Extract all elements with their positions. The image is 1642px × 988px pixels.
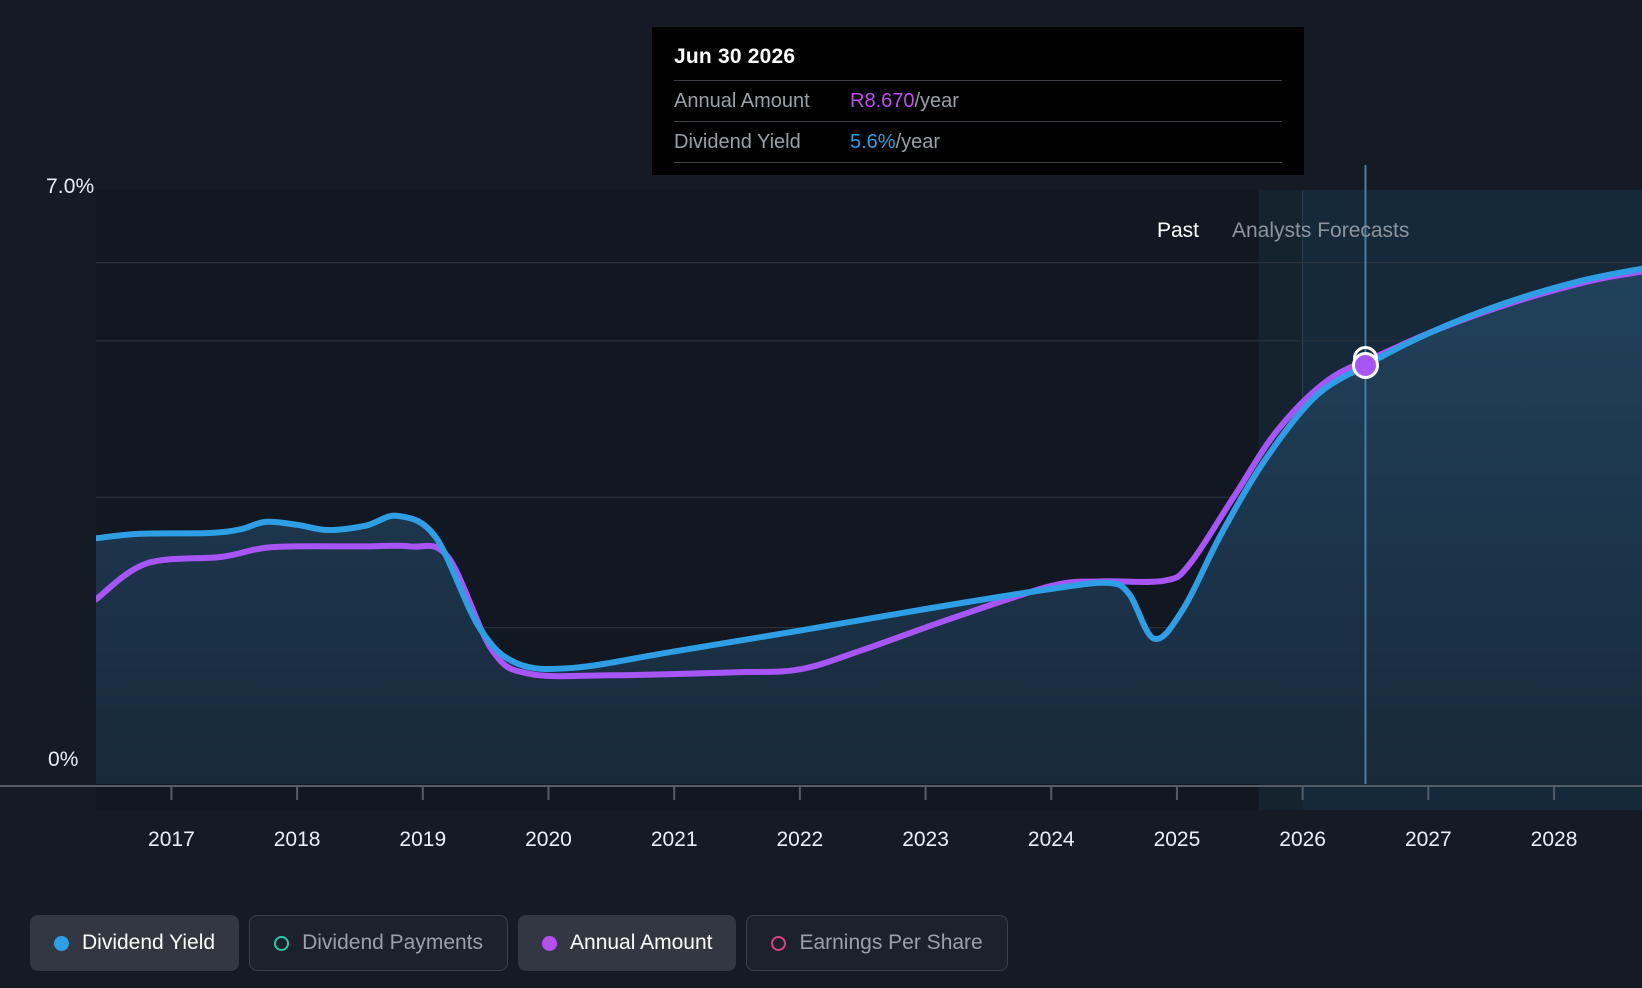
legend-dot-icon <box>542 935 558 951</box>
legend-item-label: Dividend Payments <box>302 931 484 954</box>
x-axis-label-2025: 2025 <box>1153 828 1201 851</box>
tooltip-row-value: 5.6%/year <box>850 131 941 153</box>
x-axis-label-2026: 2026 <box>1279 828 1326 851</box>
legend-item-label: Earnings Per Share <box>799 931 983 954</box>
analysts-forecasts-label: Analysts Forecasts <box>1232 219 1410 242</box>
marker-annual-amount <box>1351 351 1379 379</box>
tooltip-row-value: R8.670/year <box>850 90 959 112</box>
x-axis-label-2020: 2020 <box>525 828 572 851</box>
past-label: Past <box>1157 219 1200 242</box>
data-point-marker[interactable] <box>1351 345 1379 379</box>
legend-ring-icon <box>274 935 290 951</box>
tooltip-row: Annual Amount R8.670/year <box>674 81 1282 122</box>
tooltip-row-number: R8.670 <box>850 90 915 112</box>
tooltip-row-number: 5.6% <box>850 131 896 153</box>
x-axis-labels: 2017 2018 2019 2020 2021 2022 2023 2024 2025 2026… <box>0 828 1642 860</box>
legend-item-label: Annual Amount <box>570 931 713 954</box>
x-axis-label-2028: 2028 <box>1530 828 1578 851</box>
y-axis-label-min: 0% <box>48 748 79 771</box>
tooltip-row: Dividend Yield 5.6%/year <box>674 122 1282 163</box>
tooltip-row-key: Dividend Yield <box>674 131 801 153</box>
dividend-yield-line <box>96 265 1642 673</box>
tooltip-rows: Annual Amount R8.670/year Dividend Yield 5.… <box>674 81 1282 163</box>
legend-item-dividend-payments[interactable]: Dividend Payments <box>249 915 509 971</box>
x-axis-label-2027: 2027 <box>1404 828 1452 851</box>
tooltip-row-key: Annual Amount <box>674 90 810 112</box>
legend-dot-icon <box>54 935 69 951</box>
x-axis-label-2023: 2023 <box>902 828 949 851</box>
dividend-yield-area <box>96 268 1642 784</box>
y-axis-label-max: 7.0% <box>46 175 95 198</box>
x-axis <box>0 785 1642 800</box>
series-area-fills <box>96 268 1642 784</box>
legend-item-dividend-yield[interactable]: Dividend Yield <box>30 915 240 971</box>
x-axis-label-2024: 2024 <box>1027 828 1075 851</box>
tooltip-date: Jun 30 2026 <box>674 45 1282 81</box>
x-axis-label-2017: 2017 <box>148 828 195 851</box>
chart-tooltip: Jun 30 2026 Annual Amount R8.670/year Divi… <box>652 27 1304 175</box>
legend-item-earnings-per-share[interactable]: Earnings Per Share <box>746 915 1008 971</box>
chart-legend[interactable]: Dividend Yield Dividend Payments Annual Am… <box>30 915 1008 971</box>
x-axis-label-2022: 2022 <box>776 828 824 851</box>
legend-item-label: Dividend Yield <box>82 931 216 954</box>
x-axis-label-2019: 2019 <box>399 828 447 851</box>
x-axis-label-2018: 2018 <box>273 828 321 851</box>
legend-ring-icon <box>771 935 787 951</box>
x-axis-label-2021: 2021 <box>650 828 698 851</box>
legend-item-annual-amount[interactable]: Annual Amount <box>518 915 737 971</box>
